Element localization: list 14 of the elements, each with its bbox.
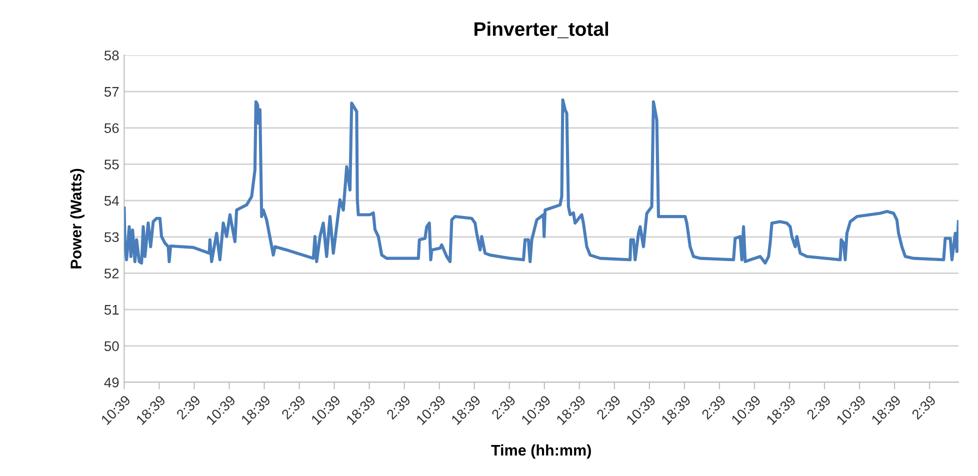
chart-title: Pinverter_total	[474, 22, 608, 38]
x-axis-title: Time (hh:mm)	[491, 444, 591, 459]
y-tick-label: 53	[104, 232, 119, 242]
y-tick-label: 52	[104, 268, 119, 278]
y-tick-label: 58	[104, 50, 119, 60]
y-axis-title: Power (Watts)	[70, 168, 84, 268]
y-tick-label: 51	[104, 305, 119, 315]
y-tick-label: 56	[104, 123, 119, 134]
y-tick-label: 50	[104, 341, 119, 352]
y-tick-label: 55	[104, 160, 119, 170]
y-tick-label: 49	[104, 378, 119, 388]
x-tick-label: 2:39	[806, 394, 832, 420]
y-tick-label: 57	[104, 87, 119, 97]
y-tick-label: 54	[104, 196, 119, 206]
